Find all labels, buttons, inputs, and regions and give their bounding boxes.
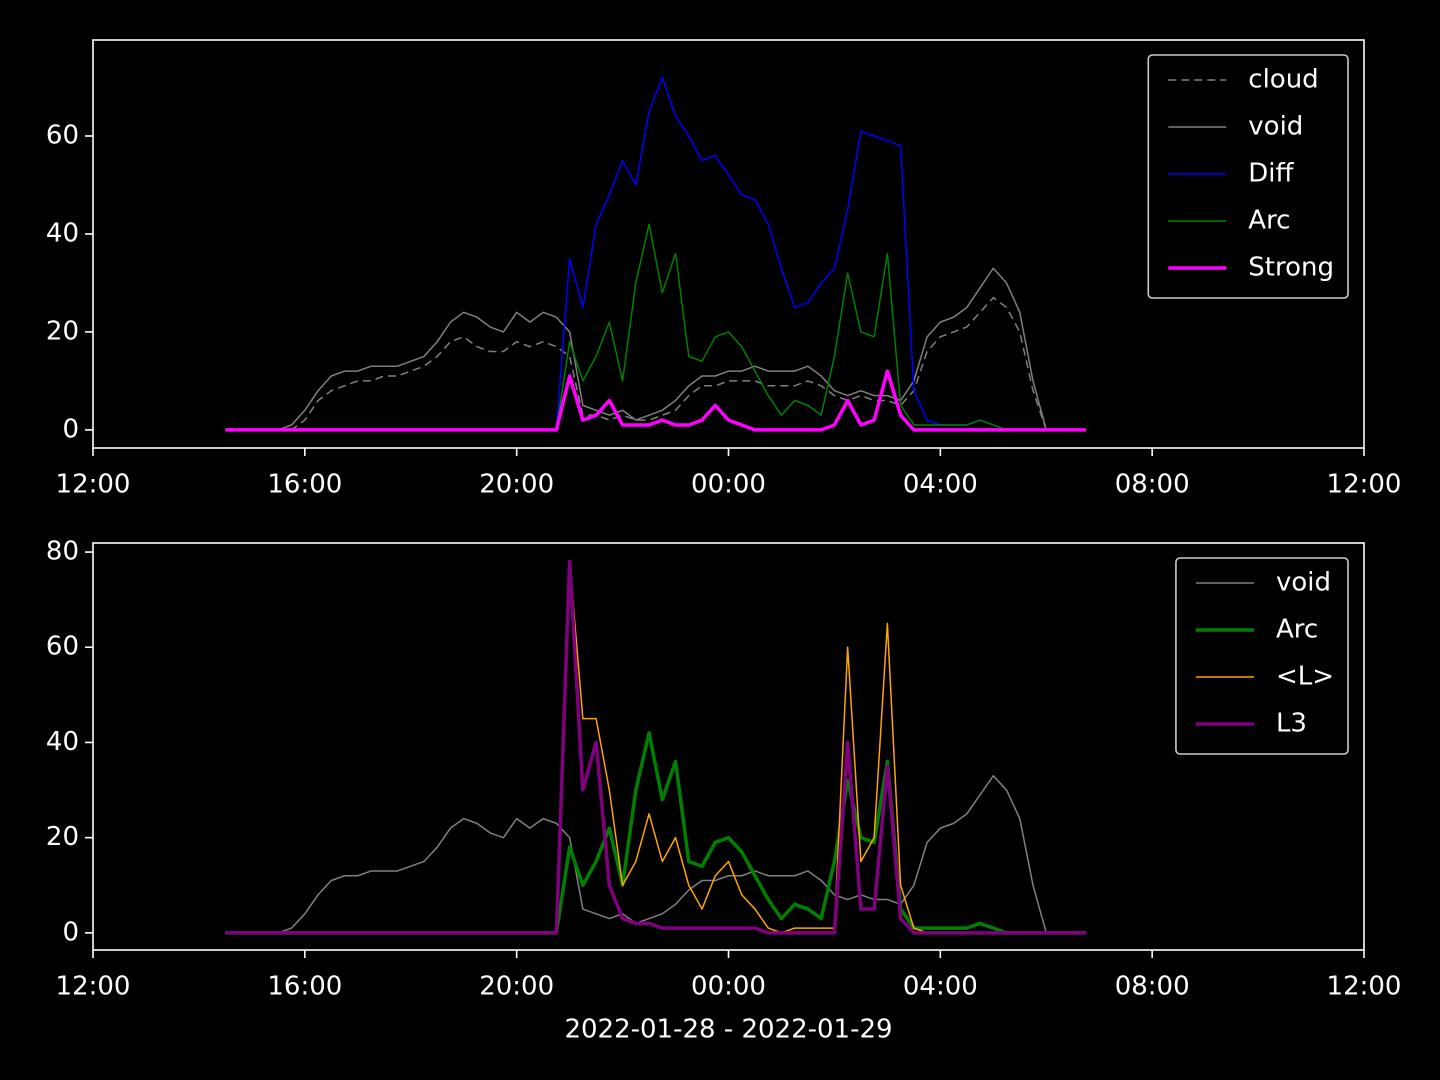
legend-label: Strong — [1248, 253, 1334, 283]
y-tick-label: 0 — [62, 414, 79, 444]
plot-area — [225, 76, 1086, 432]
series-line — [225, 223, 1086, 431]
legend-label: <L> — [1276, 662, 1334, 692]
legend-label: cloud — [1248, 65, 1318, 95]
y-tick-label: 20 — [46, 316, 79, 346]
series-line — [225, 559, 1086, 935]
x-tick-label: 00:00 — [691, 470, 766, 500]
legend-label: Diff — [1248, 159, 1294, 189]
y-tick-label: 20 — [46, 822, 79, 852]
series-line — [225, 76, 1086, 431]
y-tick-label: 40 — [46, 727, 79, 757]
legend-label: void — [1276, 568, 1331, 598]
x-tick-label: 16:00 — [267, 972, 342, 1002]
plot-area — [225, 559, 1086, 935]
series-line — [225, 267, 1086, 431]
x-tick-label: 12:00 — [56, 470, 131, 500]
x-tick-label: 04:00 — [903, 972, 978, 1002]
x-tick-label: 20:00 — [479, 470, 554, 500]
axes-frame — [92, 542, 1365, 951]
legend-frame — [1175, 557, 1349, 755]
x-tick-label: 08:00 — [1115, 470, 1190, 500]
legend-label: Arc — [1248, 206, 1290, 236]
y-tick-label: 0 — [62, 917, 79, 947]
x-tick-label: 00:00 — [691, 972, 766, 1002]
legend-label: void — [1248, 112, 1303, 142]
legend-label: L3 — [1276, 709, 1307, 739]
x-tick-label: 12:00 — [56, 972, 131, 1002]
legend: void Arc <L> L3 — [1175, 557, 1349, 755]
series-line — [225, 775, 1086, 934]
y-tick-label: 60 — [46, 632, 79, 662]
x-tick-label: 16:00 — [267, 470, 342, 500]
legend: cloud void Diff Arc Strong — [1147, 54, 1349, 299]
y-tick-label: 60 — [46, 121, 79, 151]
x-tick-label: 12:00 — [1327, 470, 1402, 500]
series-line — [225, 369, 1086, 432]
legend-frame — [1147, 54, 1349, 299]
y-tick-label: 40 — [46, 218, 79, 248]
series-line — [225, 296, 1086, 431]
series-line — [225, 560, 1086, 934]
x-tick-label: 20:00 — [479, 972, 554, 1002]
series-line — [225, 731, 1086, 935]
x-tick-label: 08:00 — [1115, 972, 1190, 1002]
x-axis-label: 2022-01-28 - 2022-01-29 — [564, 1015, 892, 1045]
y-tick-label: 80 — [46, 537, 79, 567]
x-tick-label: 04:00 — [903, 470, 978, 500]
legend-label: Arc — [1276, 615, 1318, 645]
x-tick-label: 12:00 — [1327, 972, 1402, 1002]
